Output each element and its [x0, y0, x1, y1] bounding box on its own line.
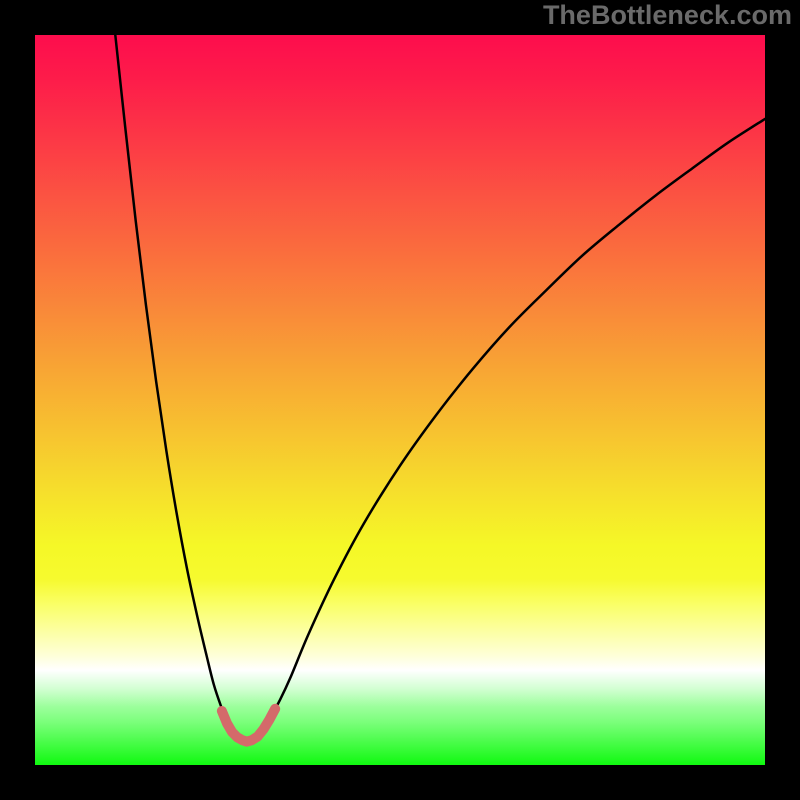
- plot-area: [35, 35, 765, 765]
- bottleneck-curve-chart: [35, 35, 765, 765]
- chart-container: TheBottleneck.com: [0, 0, 800, 800]
- chart-background: [35, 35, 765, 765]
- watermark-text: TheBottleneck.com: [543, 0, 792, 31]
